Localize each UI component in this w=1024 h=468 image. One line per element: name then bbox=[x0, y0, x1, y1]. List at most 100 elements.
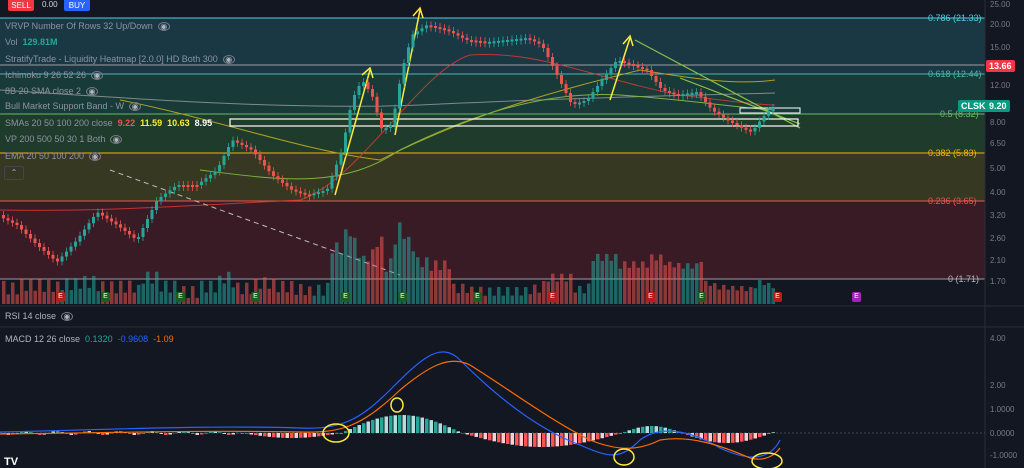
volume-bar bbox=[731, 285, 735, 304]
volume-bar bbox=[411, 251, 415, 304]
price-tick: 15.00 bbox=[990, 43, 1011, 52]
collapse-legend-icon[interactable]: ⌃ bbox=[4, 166, 24, 180]
macd-hist-bar bbox=[438, 423, 442, 433]
candle-body bbox=[83, 229, 86, 236]
candle-body bbox=[708, 102, 712, 108]
eye-icon[interactable]: ◉ bbox=[110, 134, 123, 144]
indicator-vol[interactable]: Vol 129.81M bbox=[5, 36, 58, 48]
indicator-vrvp[interactable]: VRVP Number Of Rows 32 Up/Down ◉ bbox=[5, 20, 170, 32]
macd-hist-bar bbox=[299, 433, 303, 438]
macd-hist-bar bbox=[231, 433, 235, 435]
eye-icon[interactable]: ◉ bbox=[91, 70, 104, 80]
macd-hist-bar bbox=[510, 433, 514, 445]
earnings-marker[interactable]: E bbox=[251, 292, 260, 302]
indicator-label: Bull Market Support Band - W bbox=[5, 101, 125, 111]
macd-hist-bar bbox=[110, 432, 114, 434]
candle-body bbox=[596, 86, 599, 92]
earnings-marker[interactable]: E bbox=[548, 292, 557, 302]
volume-bar bbox=[767, 282, 771, 304]
earnings-marker[interactable]: E bbox=[176, 292, 185, 302]
candle-body bbox=[96, 212, 100, 217]
volume-bar bbox=[695, 263, 699, 304]
volume-bar bbox=[654, 260, 658, 304]
volume-bar bbox=[461, 283, 465, 304]
indicator-ichimoku[interactable]: Ichimoku 9 26 52 26 ◉ bbox=[5, 69, 104, 81]
volume-bar bbox=[137, 284, 141, 304]
candle-body bbox=[447, 29, 451, 32]
candle-body bbox=[609, 68, 613, 74]
candle-body bbox=[771, 108, 775, 112]
macd-tick: 1.0000 bbox=[990, 405, 1015, 414]
earnings-marker[interactable]: E bbox=[773, 292, 782, 302]
indicator-label: Vol bbox=[5, 37, 18, 47]
volume-bar bbox=[501, 295, 505, 304]
rsi-legend[interactable]: RSI 14 close ◉ bbox=[5, 311, 74, 321]
earnings-marker[interactable]: E bbox=[697, 292, 706, 302]
earnings-marker[interactable]: E bbox=[56, 292, 65, 302]
macd-hist-bar bbox=[533, 433, 537, 447]
macd-tick: 4.00 bbox=[990, 334, 1006, 343]
candle-body bbox=[276, 176, 280, 180]
volume-bar bbox=[407, 236, 411, 304]
earnings-marker[interactable]: E bbox=[398, 292, 407, 302]
volume-bar bbox=[555, 281, 559, 304]
price-tick: 3.20 bbox=[990, 211, 1006, 220]
macd-hist-bar bbox=[402, 415, 406, 433]
indicator-bb[interactable]: 8B 20 SMA close 2 ◉ bbox=[5, 85, 99, 97]
volume-bar bbox=[2, 280, 6, 304]
volume-bar bbox=[641, 261, 645, 304]
eye-icon[interactable]: ◉ bbox=[86, 86, 99, 96]
eye-icon[interactable]: ◉ bbox=[61, 311, 74, 321]
macd-hist-bar bbox=[420, 417, 424, 433]
earnings-marker[interactable]: E bbox=[341, 292, 350, 302]
candle-body bbox=[551, 57, 554, 66]
indicator-ema[interactable]: EMA 20 50 100 200 ◉ bbox=[5, 150, 102, 162]
macd-legend[interactable]: MACD 12 26 close 0.1320 -0.9608 -1.09 bbox=[5, 334, 174, 344]
buy-button[interactable]: BUY bbox=[64, 0, 90, 11]
volume-bar bbox=[209, 280, 213, 304]
candle-body bbox=[398, 83, 401, 109]
eye-icon[interactable]: ◉ bbox=[129, 101, 142, 111]
volume-bar bbox=[123, 292, 127, 304]
earnings-marker-upcoming[interactable]: E bbox=[852, 292, 861, 302]
candle-body bbox=[150, 210, 154, 219]
macd-hist-bar bbox=[24, 431, 28, 433]
macd-hist-bar bbox=[344, 431, 348, 433]
eye-icon[interactable]: ◉ bbox=[222, 54, 235, 64]
macd-hist-bar bbox=[627, 430, 631, 433]
macd-hist-bar bbox=[20, 431, 24, 433]
volume-bar bbox=[713, 283, 717, 304]
volume-bar bbox=[294, 294, 298, 304]
indicator-bmsb[interactable]: Bull Market Support Band - W ◉ bbox=[5, 100, 142, 112]
candle-body bbox=[389, 125, 392, 128]
candle-body bbox=[767, 111, 770, 116]
volume-bar bbox=[542, 280, 546, 304]
volume-bar bbox=[587, 283, 591, 304]
macd-hist-bar bbox=[56, 431, 60, 433]
tradingview-logo[interactable]: TV bbox=[4, 456, 19, 468]
macd-hist-bar bbox=[726, 433, 730, 443]
indicator-smas[interactable]: SMAs 20 50 100 200 close 9.22 11.59 10.63 8.… bbox=[5, 117, 212, 129]
indicator-vp[interactable]: VP 200 500 50 30 1 Both ◉ bbox=[5, 133, 123, 145]
candle-body bbox=[762, 116, 766, 122]
price-tick: 12.00 bbox=[990, 81, 1011, 90]
eye-icon[interactable]: ◉ bbox=[157, 21, 170, 31]
earnings-marker[interactable]: E bbox=[473, 292, 482, 302]
volume-bar bbox=[24, 290, 28, 304]
earnings-marker[interactable]: E bbox=[101, 292, 110, 302]
candle-body bbox=[42, 247, 46, 251]
volume-bar bbox=[195, 297, 199, 304]
eye-icon[interactable]: ◉ bbox=[89, 151, 102, 161]
macd-hist-bar bbox=[312, 433, 316, 437]
candle-body bbox=[479, 40, 482, 43]
macd-hist-bar bbox=[636, 427, 640, 433]
macd-hist-bar bbox=[240, 433, 244, 434]
candle-body bbox=[672, 92, 676, 95]
fib-label-05: 0.5 (8.32) bbox=[940, 109, 979, 119]
volume-bar bbox=[11, 282, 15, 304]
indicator-heatmap[interactable]: StratifyTrade - Liquidity Heatmap [2.0.0… bbox=[5, 53, 235, 65]
volume-bar bbox=[222, 283, 226, 304]
sell-button[interactable]: SELL bbox=[8, 0, 34, 11]
earnings-marker[interactable]: E bbox=[646, 292, 655, 302]
